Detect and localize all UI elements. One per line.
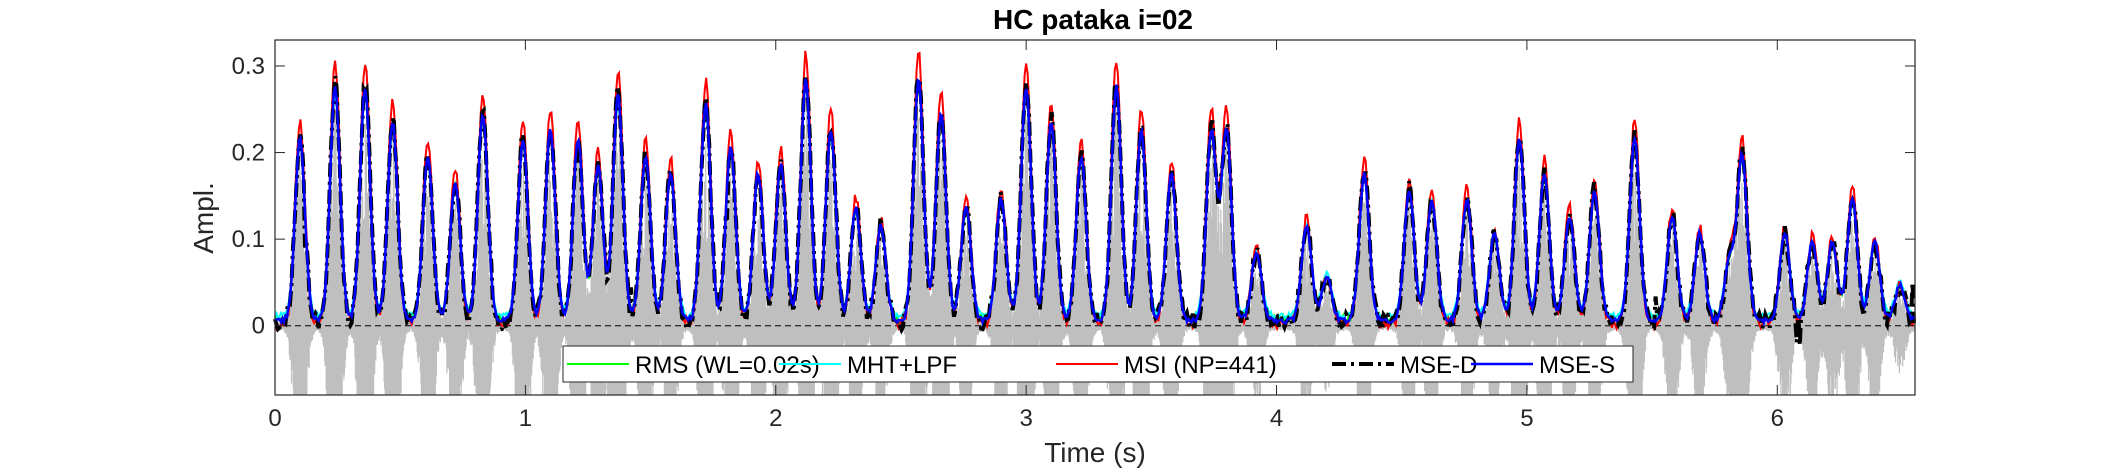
x-tick-label: 2	[769, 405, 782, 432]
y-tick-label: 0	[252, 313, 265, 340]
legend-label: MSE-S	[1539, 352, 1615, 379]
x-tick-label: 3	[1019, 405, 1032, 432]
legend-label: RMS (WL=0.02s)	[635, 352, 820, 379]
series-line-4	[273, 75, 1916, 346]
legend: RMS (WL=0.02s) MHT+LPF MSI (NP=441) MSE-D MS…	[562, 345, 1634, 383]
y-tick-label: 0.1	[232, 226, 265, 253]
y-axis-label: Ampl.	[188, 182, 219, 254]
legend-label: MSI (NP=441)	[1124, 352, 1277, 379]
series-layer	[273, 50, 1916, 346]
y-tick-label: 0.2	[232, 140, 265, 167]
y-axis: 0 0.1 0.2 0.3	[232, 53, 1915, 340]
plot-frame	[274, 39, 1916, 396]
x-axis-label: Time (s)	[1044, 437, 1146, 468]
x-tick-label: 4	[1270, 405, 1283, 432]
x-tick-label: 1	[519, 405, 532, 432]
x-axis: 0 1 2 3 4 5 6	[268, 40, 1784, 432]
x-tick-label: 6	[1771, 405, 1784, 432]
legend-label: MHT+LPF	[847, 352, 957, 379]
x-tick-label: 0	[268, 405, 281, 432]
plot-area	[273, 39, 1916, 396]
x-tick-label: 5	[1520, 405, 1533, 432]
series-line-5	[274, 78, 1915, 327]
y-tick-label: 0.3	[232, 53, 265, 80]
legend-label: MSE-D	[1400, 352, 1477, 379]
chart-title: HC pataka i=02	[993, 4, 1193, 35]
